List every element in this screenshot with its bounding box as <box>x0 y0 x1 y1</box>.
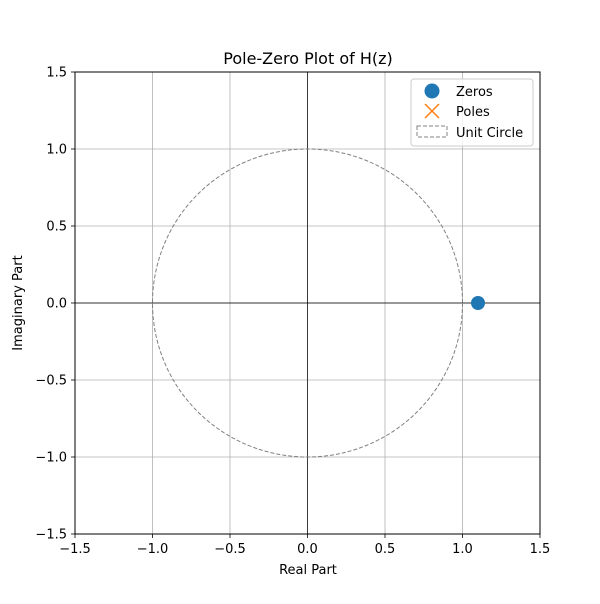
unit-circle-layer <box>152 148 463 458</box>
zero-marker-0 <box>471 296 485 310</box>
y-tick-label-3: 0.0 <box>46 297 67 312</box>
legend-poles-label: Poles <box>456 105 490 120</box>
x-tick-label-1: −1.0 <box>137 542 169 557</box>
legend-zeros-label: Zeros <box>456 85 493 100</box>
legend-unit-circle-label: Unit Circle <box>456 126 523 141</box>
y-tick-label-2: −0.5 <box>35 374 67 389</box>
y-tick-label-6: 1.5 <box>46 66 67 81</box>
y-tick-label-5: 1.0 <box>46 143 67 158</box>
x-tick-label-3: 0.0 <box>297 542 318 557</box>
chart-title: Pole-Zero Plot of H(z) <box>223 49 393 68</box>
x-tick-label-4: 0.5 <box>375 542 396 557</box>
data-points <box>471 296 485 310</box>
legend: Zeros Poles Unit Circle <box>410 78 534 147</box>
x-tick-label-5: 1.0 <box>452 542 473 557</box>
axis-ticks: −1.5 −1.0 −0.5 0.0 0.5 1.0 1.5 −1.5 −1.0 −0.5 0.0 0… <box>35 66 550 558</box>
legend-zeros-marker <box>424 83 440 99</box>
x-axis-label: Real Part <box>279 563 337 578</box>
y-axis-label: Imaginary Part <box>11 255 26 350</box>
y-tick-label-4: 0.5 <box>46 220 67 235</box>
x-tick-label-6: 1.5 <box>530 542 551 557</box>
legend-unit-circle-marker <box>416 125 448 138</box>
x-tick-label-2: −0.5 <box>214 542 246 557</box>
y-tick-label-0: −1.5 <box>35 528 67 543</box>
y-tick-label-1: −1.0 <box>35 451 67 466</box>
unit-circle <box>152 148 463 458</box>
x-tick-label-0: −1.5 <box>59 542 91 557</box>
legend-box <box>410 78 534 147</box>
legend-poles-marker <box>424 103 440 119</box>
